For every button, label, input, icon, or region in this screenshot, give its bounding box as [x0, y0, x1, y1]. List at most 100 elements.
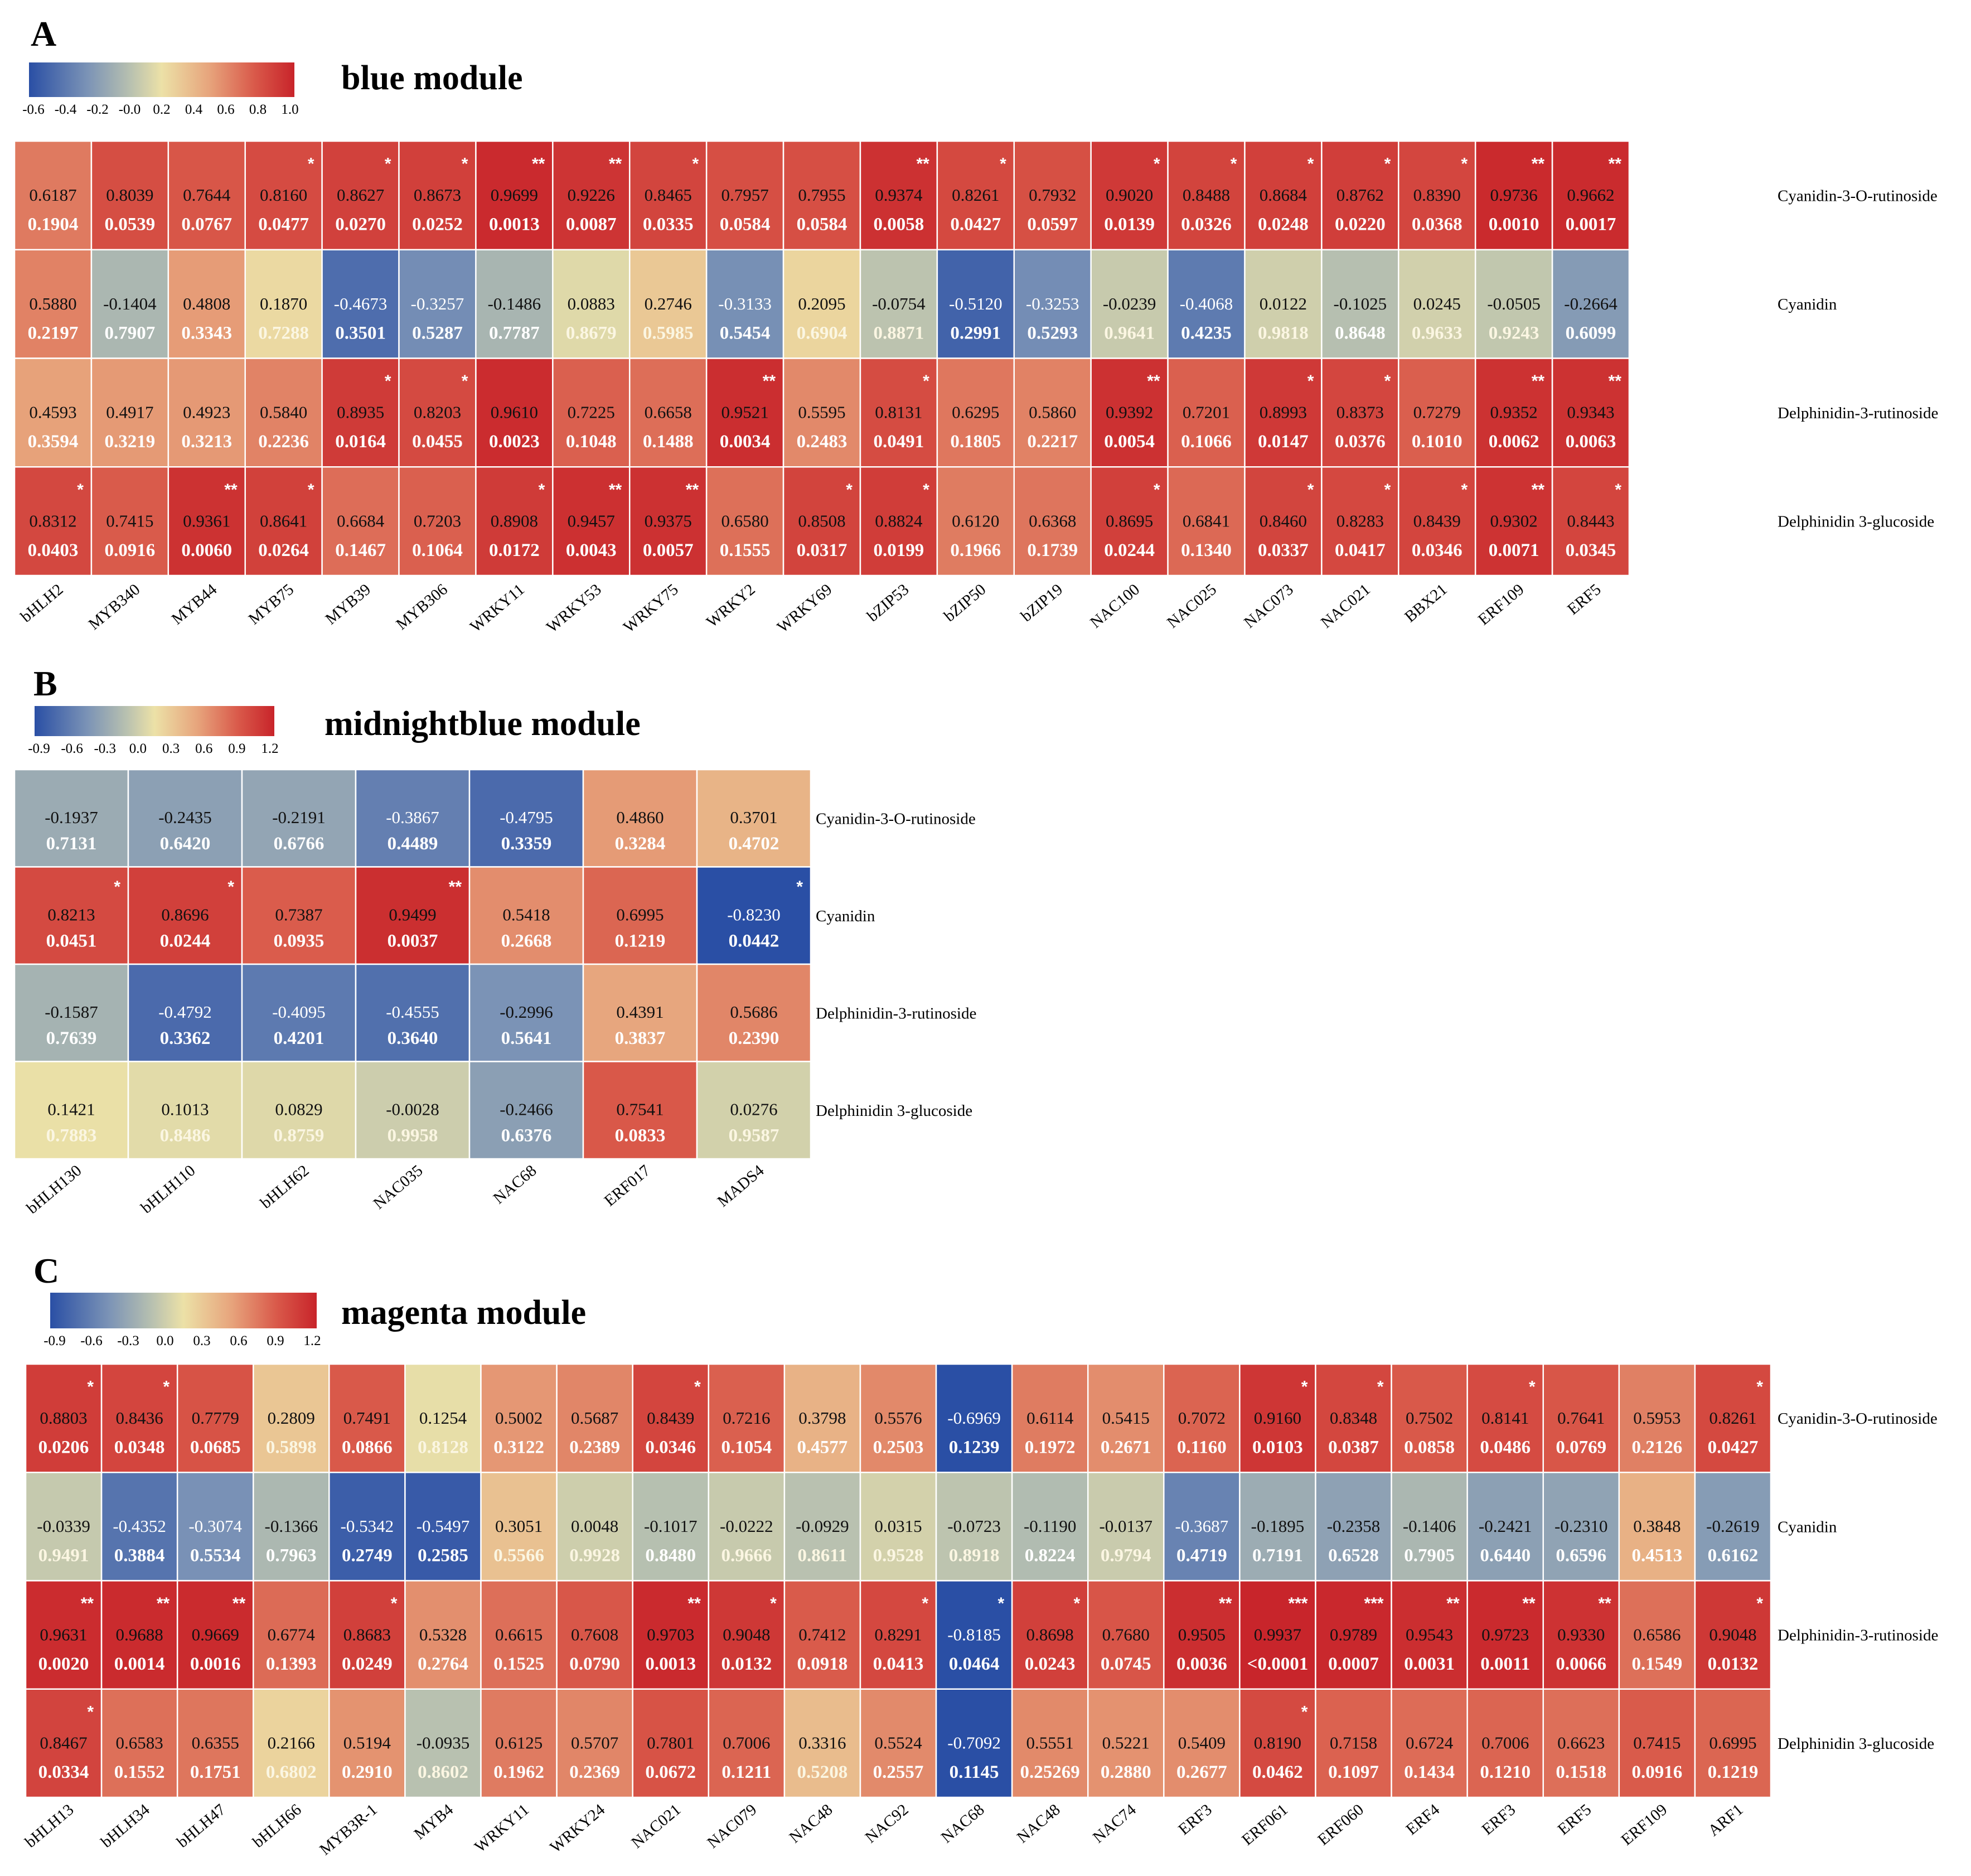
p-value: 0.0745	[1101, 1654, 1151, 1674]
correlation-value: 0.8993	[1260, 403, 1307, 422]
heatmap-cell: ** 0.9703 0.0013	[632, 1580, 710, 1690]
cell-fill	[935, 1472, 1013, 1582]
p-value: 0.0016	[190, 1654, 241, 1674]
correlation-value: 0.7932	[1029, 185, 1076, 205]
p-value: 0.2585	[418, 1546, 468, 1566]
p-value: 0.1048	[566, 432, 617, 452]
correlation-value: 0.9352	[1490, 403, 1538, 422]
p-value: 0.7639	[46, 1028, 97, 1048]
p-value: 0.0387	[1328, 1437, 1379, 1457]
p-value: 0.8224	[1025, 1546, 1076, 1566]
colorbar-tick: 0.3	[193, 1333, 210, 1348]
cell-fill	[1244, 249, 1323, 359]
column-label: MYB75	[245, 581, 297, 628]
significance-stars: *	[922, 1594, 928, 1613]
correlation-value: 0.9688	[116, 1624, 163, 1644]
cell-fill	[355, 866, 471, 965]
colorbar-tick: 0.6	[217, 102, 234, 117]
significance-stars: *	[539, 481, 545, 499]
p-value: 0.9641	[1104, 323, 1155, 343]
heatmap-cell: 0.5551 0.25269	[1011, 1688, 1089, 1798]
p-value: 0.8128	[418, 1437, 468, 1457]
heatmap-cell: 0.2809 0.5898	[253, 1363, 330, 1473]
p-value: 0.0063	[1566, 432, 1616, 452]
p-value: 0.0491	[874, 432, 924, 452]
p-value: 0.4235	[1181, 323, 1232, 343]
correlation-value: 0.8439	[1413, 511, 1461, 530]
colorbar-tick: 0.2	[153, 102, 170, 117]
p-value: 0.5898	[266, 1437, 317, 1457]
p-value: 0.0539	[104, 215, 155, 235]
heatmap-cell: 0.7225 0.1048	[552, 357, 631, 468]
column-label: ERF109	[1475, 581, 1528, 629]
p-value: 0.0054	[1104, 432, 1155, 452]
p-value: 0.25269	[1020, 1762, 1080, 1782]
p-value: 0.0172	[489, 540, 540, 560]
cell-fill	[708, 1472, 786, 1582]
column-label: NAC74	[1089, 1801, 1140, 1847]
heatmap-cell: -0.3253 0.5293	[1013, 249, 1092, 359]
heatmap-cell: 0.7779 0.0685	[176, 1363, 254, 1473]
colorbar-tick: -0.3	[94, 741, 116, 756]
correlation-value: 0.9374	[875, 185, 923, 205]
heatmap-cell: 0.6658 0.1488	[628, 357, 708, 468]
colorbar-tick: -0.2	[86, 102, 109, 117]
p-value: 0.9928	[569, 1546, 620, 1566]
cell-fill	[1244, 140, 1323, 250]
heatmap-cell: 0.6841 0.1340	[1167, 466, 1246, 577]
heatmap-cell: 0.5707 0.2369	[556, 1688, 633, 1798]
p-value: 0.0348	[114, 1437, 165, 1457]
heatmap-cell: *0.8935 0.0164	[321, 357, 400, 468]
correlation-value: 0.8439	[647, 1408, 694, 1428]
cell-fill	[1013, 357, 1092, 468]
correlation-value: 0.8039	[106, 185, 153, 205]
p-value: 0.1064	[412, 540, 463, 560]
cell-fill	[127, 963, 243, 1062]
significance-stars: *	[694, 1378, 701, 1396]
cell-fill	[1466, 1472, 1544, 1582]
cell-fill	[13, 140, 93, 250]
cell-fill	[398, 466, 477, 577]
p-value: 0.0199	[874, 540, 924, 560]
p-value: 0.6162	[1708, 1546, 1759, 1566]
p-value: 0.4201	[274, 1028, 325, 1048]
heatmap-cell: 0.0829 0.8759	[241, 1061, 357, 1160]
significance-stars: *	[846, 481, 853, 499]
column-label: NAC021	[628, 1801, 684, 1852]
correlation-value: 0.6580	[721, 511, 768, 530]
cell-fill	[13, 963, 129, 1062]
correlation-value: 0.9226	[568, 185, 615, 205]
p-value: 0.1972	[1025, 1437, 1076, 1457]
p-value: 0.2991	[950, 323, 1001, 343]
significance-stars: **	[687, 1594, 701, 1613]
correlation-value: 0.7955	[798, 185, 845, 205]
cell-fill	[1315, 1688, 1392, 1798]
correlation-value: 0.5328	[419, 1624, 467, 1644]
cell-fill	[1474, 140, 1553, 250]
row-label: Cyanidin-3-O-rutinoside	[816, 810, 976, 828]
correlation-value: 0.9375	[645, 511, 692, 530]
p-value: 0.0062	[1489, 432, 1539, 452]
heatmap-cell: *0.8683 0.0249	[328, 1580, 406, 1690]
correlation-value: 0.9020	[1106, 185, 1153, 205]
p-value: 0.1219	[1708, 1762, 1759, 1782]
p-value: 0.3219	[104, 432, 155, 452]
p-value: 0.0264	[258, 540, 309, 560]
heatmap-cell: 0.4391 0.3837	[582, 963, 698, 1062]
p-value: 0.0014	[114, 1654, 165, 1674]
column-label: bHLH34	[98, 1801, 153, 1851]
correlation-value: 0.6114	[1026, 1408, 1074, 1428]
cell-fill	[696, 963, 812, 1062]
heatmap-cell: *0.8993 0.0147	[1244, 357, 1323, 468]
heatmap-cell: 0.5686 0.2390	[696, 963, 812, 1062]
heatmap-cell: 0.3051 0.5566	[480, 1472, 558, 1582]
p-value: 0.2217	[1027, 432, 1078, 452]
column-label: bHLH62	[257, 1162, 313, 1212]
cell-fill	[1087, 1363, 1165, 1473]
correlation-value: 0.6120	[952, 511, 999, 530]
cell-fill	[1474, 466, 1553, 577]
cell-fill	[1315, 1363, 1392, 1473]
correlation-value: -0.1025	[1334, 294, 1387, 313]
heatmap-cell: -0.7092 0.1145	[935, 1688, 1013, 1798]
p-value: 0.8679	[566, 323, 617, 343]
